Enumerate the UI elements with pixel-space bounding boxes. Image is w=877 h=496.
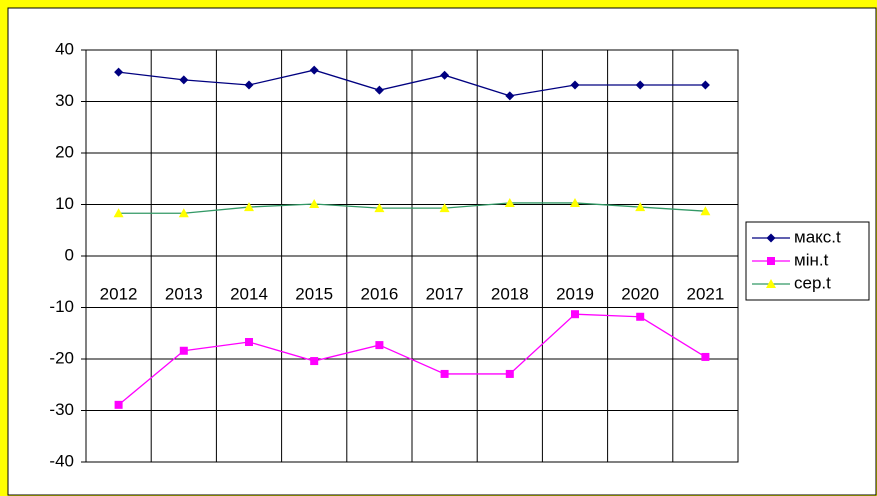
x-tick-label: 2021 <box>686 284 724 303</box>
x-tick-label: 2017 <box>426 284 464 303</box>
data-point <box>374 85 384 95</box>
data-point <box>440 369 449 378</box>
data-point <box>374 203 385 213</box>
x-tick-label: 2020 <box>621 284 659 303</box>
y-tick-label: 20 <box>55 142 74 161</box>
data-point <box>700 206 711 216</box>
data-point <box>178 208 189 218</box>
data-point <box>244 202 254 212</box>
legend-label: сер.t <box>794 273 831 292</box>
data-point <box>179 346 188 355</box>
y-tick-label: 30 <box>55 91 74 110</box>
data-point <box>700 80 710 90</box>
data-point <box>310 357 319 366</box>
data-point <box>309 65 319 75</box>
data-point <box>571 310 579 319</box>
legend-marker <box>766 279 776 288</box>
data-point <box>635 80 645 90</box>
y-tick-label: 10 <box>55 194 74 213</box>
legend-marker <box>767 257 775 265</box>
data-point <box>505 91 515 101</box>
data-point <box>114 400 123 409</box>
data-point <box>179 75 189 85</box>
data-point <box>244 80 254 90</box>
data-point <box>504 197 515 207</box>
data-point <box>701 352 710 361</box>
x-tick-label: 2018 <box>491 284 529 303</box>
data-point <box>375 341 384 350</box>
series-line <box>118 202 706 214</box>
x-tick-label: 2013 <box>165 284 203 303</box>
y-tick-label: -20 <box>49 348 74 367</box>
y-tick-label: -30 <box>49 400 74 419</box>
x-tick-label: 2015 <box>295 284 333 303</box>
series-line <box>118 69 706 97</box>
data-point <box>505 369 514 378</box>
data-point <box>309 198 320 208</box>
y-tick-label: -10 <box>49 297 74 316</box>
x-tick-label: 2019 <box>556 284 594 303</box>
y-tick-label: 40 <box>55 39 74 58</box>
y-tick-label: -40 <box>49 451 74 470</box>
data-point <box>570 197 580 207</box>
series-line <box>118 313 706 406</box>
x-tick-label: 2016 <box>360 284 398 303</box>
legend-label: макс.t <box>794 227 841 246</box>
data-point <box>636 312 645 321</box>
x-tick-label: 2012 <box>100 284 138 303</box>
data-point <box>570 80 580 90</box>
data-point <box>635 202 646 212</box>
y-tick-label: 0 <box>65 245 74 264</box>
legend-marker <box>766 233 776 243</box>
data-point <box>114 67 124 77</box>
data-point <box>113 208 124 218</box>
x-tick-label: 2014 <box>230 284 268 303</box>
data-point <box>440 70 450 80</box>
legend-label: мін.t <box>794 250 829 269</box>
data-point <box>439 203 450 213</box>
data-point <box>245 338 253 347</box>
